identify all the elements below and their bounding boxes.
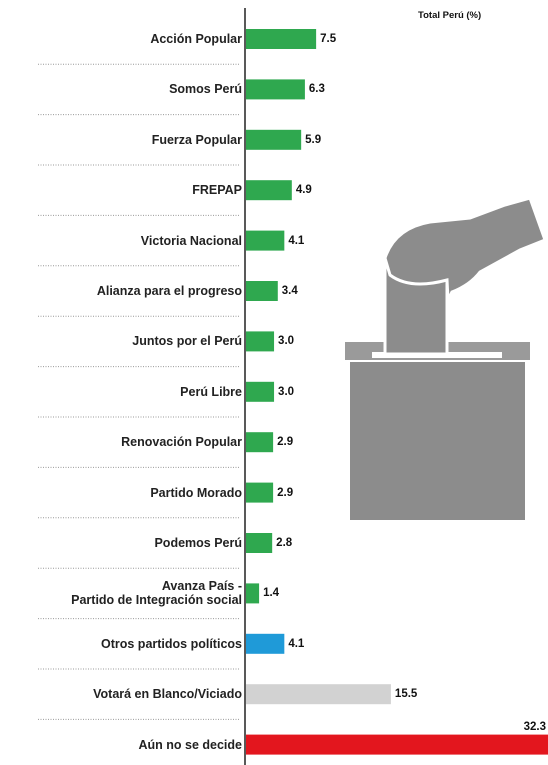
category-label: Fuerza Popular (151, 132, 242, 147)
category-label: Votará en Blanco/Viciado (93, 687, 242, 702)
value-label: 4.1 (288, 234, 305, 247)
bar (246, 583, 260, 604)
category-label: Partido Morado (150, 485, 242, 500)
value-label: 2.8 (276, 537, 293, 549)
bar (246, 633, 285, 654)
bar (246, 331, 275, 352)
value-label: 7.5 (320, 33, 337, 45)
value-label: 4.1 (288, 637, 305, 650)
bar (246, 129, 302, 150)
bar (246, 482, 274, 503)
category-label: Avanza País - Partido de Integración soc… (71, 579, 242, 608)
ballot-illustration (345, 196, 547, 520)
category-label: Perú Libre (180, 384, 242, 399)
category-label: FREPAP (192, 183, 242, 198)
value-label: 4.9 (295, 184, 312, 197)
value-label: 3.0 (278, 335, 295, 348)
value-label: 3.0 (278, 385, 295, 398)
category-label: Somos Perú (169, 82, 242, 97)
bar (246, 29, 317, 49)
bar (246, 281, 278, 301)
category-label: Juntos por el Perú (132, 334, 242, 349)
bar (246, 230, 285, 251)
category-label: Podemos Perú (154, 536, 242, 550)
category-label: Otros partidos políticos (101, 636, 242, 651)
category-label: Renovación Popular (121, 435, 242, 450)
chart-title: Total Perú (%) (418, 10, 482, 21)
value-label: 2.9 (277, 486, 294, 499)
bar (246, 79, 305, 100)
value-label: 15.5 (394, 688, 418, 701)
category-label: Victoria Nacional (140, 233, 242, 248)
bar (246, 432, 274, 453)
category-label: Acción Popular (150, 32, 242, 46)
value-label: 1.4 (263, 587, 280, 600)
value-label: 32.3 (523, 720, 546, 733)
value-label: 3.4 (281, 285, 298, 297)
value-label: 5.9 (305, 133, 322, 146)
category-label: Aún no se decide (138, 737, 243, 752)
value-label: 6.3 (308, 83, 325, 96)
category-label: Alianza para el progreso (96, 284, 242, 298)
bar (246, 684, 391, 705)
value-label: 2.9 (277, 436, 294, 449)
bar (246, 381, 275, 402)
bar (246, 533, 273, 553)
bar (246, 734, 548, 755)
bar (246, 180, 292, 201)
